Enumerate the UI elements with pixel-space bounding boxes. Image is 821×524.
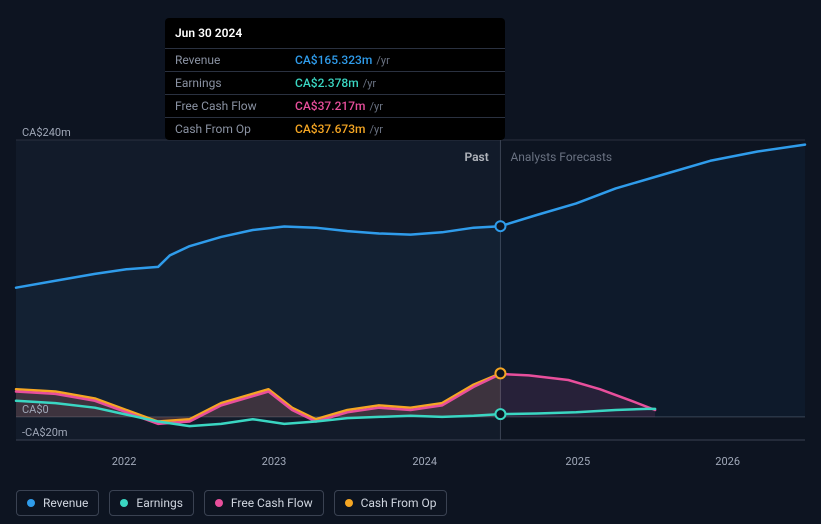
tooltip-row-value: CA$2.378m [295,76,359,90]
legend-label: Revenue [43,496,88,510]
tooltip-row: RevenueCA$165.323m/yr [165,48,505,71]
legend-item-cfo[interactable]: Cash From Op [334,490,448,516]
x-axis-label: 2025 [565,455,590,468]
y-axis-label: CA$0 [22,403,49,416]
tooltip-row-unit: /yr [363,77,376,90]
legend-item-fcf[interactable]: Free Cash Flow [204,490,324,516]
tooltip-row-label: Free Cash Flow [175,99,295,113]
tooltip-date: Jun 30 2024 [165,18,505,48]
tooltip-row-unit: /yr [376,54,389,67]
x-axis-label: 2024 [412,455,437,468]
y-axis-label: CA$240m [22,126,71,139]
tooltip-row: Cash From OpCA$37.673m/yr [165,117,505,140]
legend-dot-icon [215,499,223,507]
tooltip-row-label: Revenue [175,53,295,67]
x-axis-label: 2026 [715,455,740,468]
legend-label: Cash From Op [361,496,437,510]
tooltip-row-label: Cash From Op [175,122,295,136]
legend-label: Earnings [136,496,183,510]
chart-tooltip: Jun 30 2024 RevenueCA$165.323m/yrEarning… [165,18,505,140]
legend-dot-icon [27,499,35,507]
tooltip-row: EarningsCA$2.378m/yr [165,71,505,94]
x-axis-label: 2023 [262,455,287,468]
y-axis-label: -CA$20m [22,426,68,439]
x-axis-label: 2022 [112,455,137,468]
legend-dot-icon [345,499,353,507]
legend-item-revenue[interactable]: Revenue [16,490,99,516]
tooltip-row: Free Cash FlowCA$37.217m/yr [165,94,505,117]
tooltip-row-value: CA$165.323m [295,53,372,67]
tooltip-row-value: CA$37.673m [295,122,366,136]
tooltip-row-label: Earnings [175,76,295,90]
tooltip-row-unit: /yr [370,123,383,136]
tooltip-row-value: CA$37.217m [295,99,366,113]
legend-item-earnings[interactable]: Earnings [109,490,194,516]
legend-label: Free Cash Flow [231,496,313,510]
legend-dot-icon [120,499,128,507]
legend: Revenue Earnings Free Cash Flow Cash From O… [16,490,447,516]
tooltip-row-unit: /yr [370,100,383,113]
